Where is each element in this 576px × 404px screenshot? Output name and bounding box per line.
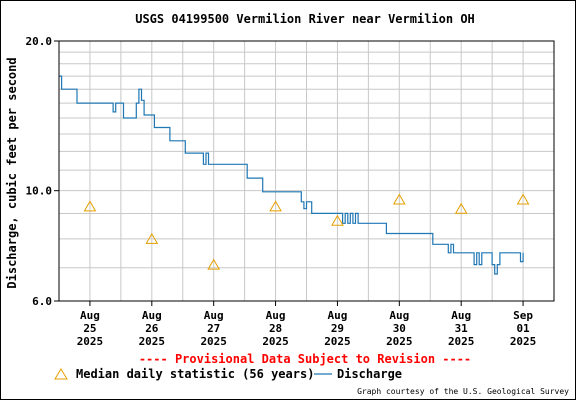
x-tick-year: 2025 — [386, 335, 413, 348]
x-tick-year: 2025 — [324, 335, 351, 348]
x-tick-month: Aug — [266, 309, 286, 322]
x-tick-month: Aug — [80, 309, 100, 322]
x-tick-year: 2025 — [262, 335, 289, 348]
x-tick-day: 26 — [145, 322, 159, 335]
legend-discharge-label: Discharge — [337, 367, 402, 381]
median-triangle-marker — [516, 193, 530, 205]
x-tick-day: 28 — [269, 322, 282, 335]
y-tick-label: 10.0 — [26, 185, 53, 198]
discharge-line — [59, 75, 524, 275]
median-triangle-marker — [392, 193, 406, 205]
y-tick-label: 6.0 — [32, 295, 52, 308]
legend: Median daily statistic (56 years) Discha… — [54, 367, 402, 381]
median-triangle-marker — [454, 202, 468, 214]
x-tick-day: 25 — [83, 322, 96, 335]
x-tick-year: 2025 — [200, 335, 227, 348]
plot-area-border — [58, 40, 555, 302]
chart-title: USGS 04199500 Vermilion River near Vermi… — [135, 12, 475, 26]
x-tick-day: 01 — [516, 322, 530, 335]
x-tick-day: 31 — [455, 322, 469, 335]
x-tick-month: Aug — [389, 309, 409, 322]
median-series — [83, 193, 530, 270]
x-tick-year: 2025 — [139, 335, 166, 348]
x-tick-month: Aug — [328, 309, 348, 322]
x-tick-year: 2025 — [77, 335, 104, 348]
provisional-note: ---- Provisional Data Subject to Revisio… — [139, 352, 471, 366]
discharge-series — [59, 75, 524, 275]
median-triangle-marker — [83, 200, 97, 212]
legend-median-label: Median daily statistic (56 years) — [76, 367, 314, 381]
x-tick-month: Aug — [142, 309, 162, 322]
x-tick-day: 30 — [393, 322, 406, 335]
x-axis-ticks: Aug252025Aug262025Aug272025Aug282025Aug2… — [77, 301, 537, 348]
x-tick-day: 29 — [331, 322, 344, 335]
median-triangle-marker — [269, 200, 282, 212]
x-tick-month: Sep — [513, 309, 533, 322]
x-tick-month: Aug — [204, 309, 224, 322]
median-triangle-marker — [331, 214, 344, 226]
legend-triangle-icon — [54, 368, 68, 380]
y-tick-label: 20.0 — [26, 35, 53, 48]
x-tick-day: 27 — [207, 322, 220, 335]
x-tick-year: 2025 — [510, 335, 537, 348]
median-triangle-marker — [145, 232, 159, 244]
y-axis-label: Discharge, cubic feet per second — [5, 57, 19, 288]
y-axis-ticks: 6.0 10.0 20.0 — [26, 35, 59, 308]
x-tick-year: 2025 — [448, 335, 475, 348]
x-tick-month: Aug — [451, 309, 471, 322]
median-triangle-marker — [207, 258, 221, 270]
credit-note: Graph courtesy of the U.S. Geological Su… — [357, 387, 569, 396]
